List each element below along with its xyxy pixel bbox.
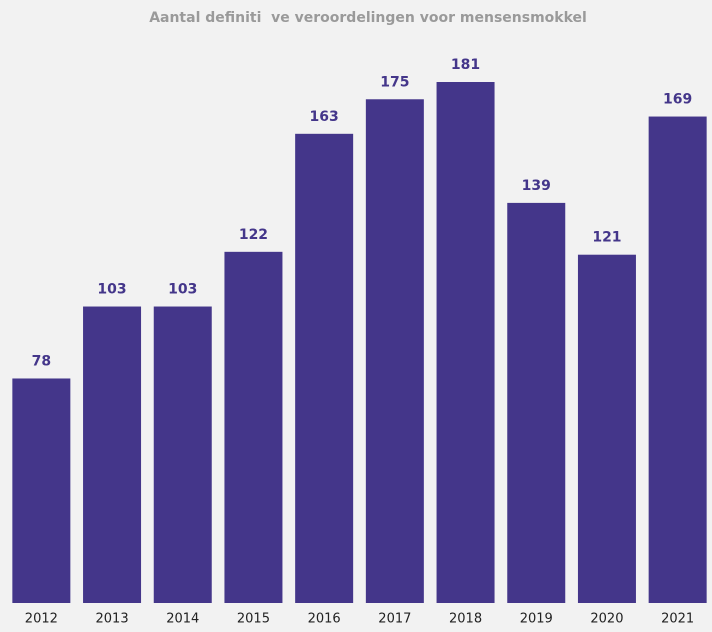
bar xyxy=(295,133,354,604)
bar xyxy=(153,306,212,603)
x-tick-label: 2013 xyxy=(96,612,129,627)
data-label: 103 xyxy=(168,282,197,298)
data-label: 78 xyxy=(32,353,51,369)
chart-title: Aantal definiti ve veroordelingen voor m… xyxy=(149,10,587,26)
data-label: 169 xyxy=(663,92,692,108)
data-label: 175 xyxy=(380,74,409,90)
bar xyxy=(648,116,707,603)
bar xyxy=(436,82,495,603)
bar xyxy=(365,99,424,603)
bar xyxy=(577,254,636,603)
x-tick-label: 2020 xyxy=(590,612,623,627)
x-tick-label: 2016 xyxy=(308,612,341,627)
x-tick-label: 2019 xyxy=(520,612,553,627)
x-tick-label: 2014 xyxy=(166,612,199,627)
data-label: 121 xyxy=(592,230,621,246)
x-tick-label: 2018 xyxy=(449,612,482,627)
bar xyxy=(507,202,566,604)
bar xyxy=(83,306,142,603)
x-tick-label: 2012 xyxy=(25,612,58,627)
x-tick-label: 2021 xyxy=(661,612,694,627)
data-label: 181 xyxy=(451,57,480,73)
x-tick-label: 2017 xyxy=(378,612,411,627)
data-label: 122 xyxy=(239,227,268,243)
data-label: 139 xyxy=(522,178,551,194)
bar xyxy=(12,378,71,603)
data-label: 103 xyxy=(97,282,126,298)
x-tick-label: 2015 xyxy=(237,612,270,627)
bar xyxy=(224,251,283,603)
data-label: 163 xyxy=(310,109,339,125)
